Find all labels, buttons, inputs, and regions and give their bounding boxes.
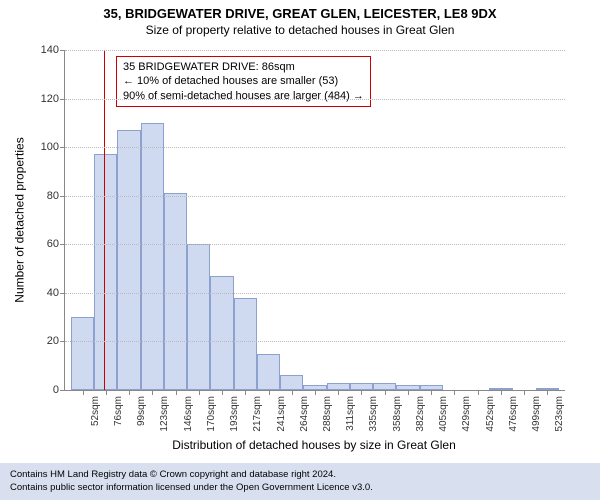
y-tick-label: 100 — [41, 141, 65, 153]
bar — [117, 130, 140, 390]
annotation-line1: 35 BRIDGEWATER DRIVE: 86sqm — [123, 60, 364, 74]
y-tick-label: 0 — [53, 384, 65, 396]
bar — [164, 193, 187, 390]
x-tick-label: 429sqm — [457, 390, 472, 432]
footer: Contains HM Land Registry data © Crown c… — [0, 463, 600, 500]
y-axis-label: Number of detached properties — [12, 50, 28, 390]
chart-subtitle: Size of property relative to detached ho… — [0, 21, 600, 37]
y-tick-label: 40 — [47, 287, 65, 299]
bar — [280, 375, 303, 390]
x-axis-label: Distribution of detached houses by size … — [64, 438, 564, 452]
y-tick-label: 60 — [47, 238, 65, 250]
bar — [141, 123, 164, 390]
y-tick-label: 120 — [41, 93, 65, 105]
x-tick-label: 170sqm — [202, 390, 217, 432]
x-tick-label: 452sqm — [481, 390, 496, 432]
x-tick-label: 335sqm — [364, 390, 379, 432]
chart-title: 35, BRIDGEWATER DRIVE, GREAT GLEN, LEICE… — [0, 0, 600, 21]
bar — [350, 383, 373, 390]
x-tick-label: 523sqm — [550, 390, 565, 432]
x-tick-label: 99sqm — [132, 390, 147, 426]
x-tick-label: 288sqm — [318, 390, 333, 432]
x-tick-label: 76sqm — [109, 390, 124, 426]
x-tick-label: 358sqm — [388, 390, 403, 432]
y-tick-label: 80 — [47, 190, 65, 202]
bar — [257, 354, 280, 390]
x-tick-label: 123sqm — [155, 390, 170, 432]
x-tick-label: 241sqm — [272, 390, 287, 432]
x-tick-label: 146sqm — [179, 390, 194, 432]
bar — [373, 383, 396, 390]
threshold-line — [104, 50, 105, 390]
annotation-line2: ← 10% of detached houses are smaller (53… — [123, 74, 364, 88]
bar — [94, 154, 117, 390]
x-tick-label: 476sqm — [504, 390, 519, 432]
plot-area: 35 BRIDGEWATER DRIVE: 86sqm ← 10% of det… — [64, 50, 565, 391]
bar — [327, 383, 350, 390]
x-tick-label: 193sqm — [225, 390, 240, 432]
chart-wrap: 35, BRIDGEWATER DRIVE, GREAT GLEN, LEICE… — [0, 0, 600, 500]
y-tick-label: 140 — [41, 44, 65, 56]
footer-line1: Contains HM Land Registry data © Crown c… — [10, 469, 590, 481]
x-tick-label: 499sqm — [527, 390, 542, 432]
bar — [71, 317, 94, 390]
x-tick-label: 52sqm — [86, 390, 101, 426]
x-tick-label: 264sqm — [295, 390, 310, 432]
x-tick-label: 311sqm — [341, 390, 356, 431]
footer-line2: Contains public sector information licen… — [10, 482, 590, 494]
annotation-line3: 90% of semi-detached houses are larger (… — [123, 89, 364, 103]
y-tick-label: 20 — [47, 335, 65, 347]
x-tick-label: 405sqm — [434, 390, 449, 432]
x-tick-label: 217sqm — [248, 390, 263, 432]
bar — [234, 298, 257, 390]
bar — [187, 244, 210, 390]
x-tick-label: 382sqm — [411, 390, 426, 432]
